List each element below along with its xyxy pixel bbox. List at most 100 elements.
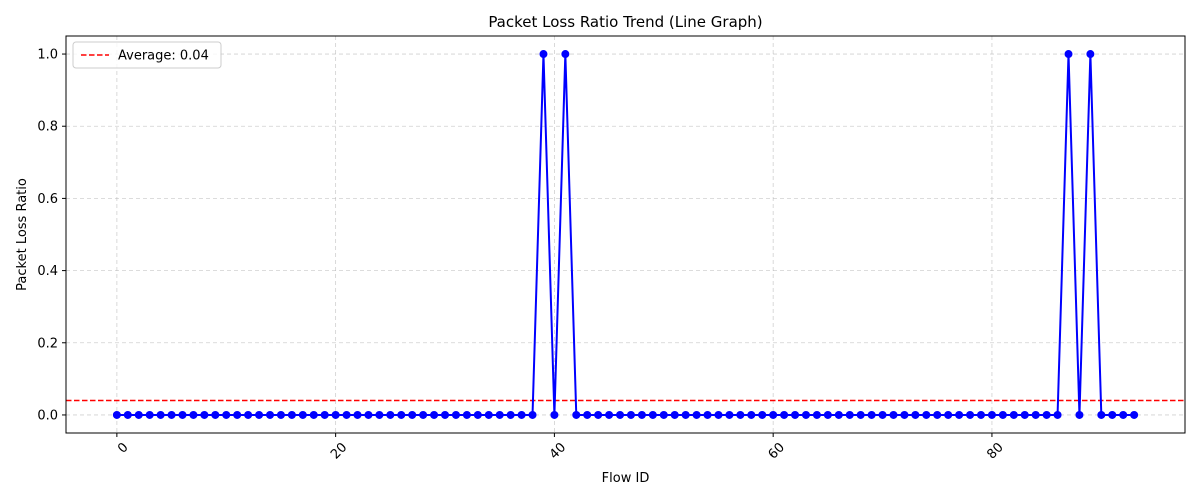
data-point <box>419 410 428 419</box>
data-point <box>583 410 592 419</box>
data-point <box>955 410 964 419</box>
data-point <box>561 50 570 59</box>
data-point <box>572 410 581 419</box>
data-point <box>616 410 625 419</box>
data-point <box>626 410 635 419</box>
y-tick-label: 0.0 <box>37 408 58 423</box>
y-tick-label: 0.6 <box>37 192 58 207</box>
data-point <box>725 410 734 419</box>
data-point <box>648 410 657 419</box>
data-point <box>594 410 603 419</box>
data-point <box>998 410 1007 419</box>
data-point <box>309 410 318 419</box>
data-point <box>911 410 920 419</box>
data-point <box>484 410 493 419</box>
data-point <box>987 410 996 419</box>
data-point <box>736 410 745 419</box>
data-point <box>823 410 832 419</box>
data-point <box>342 410 351 419</box>
data-point <box>244 410 253 419</box>
data-point <box>167 410 176 419</box>
y-axis-label: Packet Loss Ratio <box>15 178 30 291</box>
data-point <box>637 410 646 419</box>
x-axis-label: Flow ID <box>602 471 650 486</box>
data-point <box>769 410 778 419</box>
data-point <box>758 410 767 419</box>
data-point <box>801 410 810 419</box>
data-point <box>276 410 285 419</box>
data-point <box>550 410 559 419</box>
plot-area-frame <box>65 35 1186 434</box>
data-point <box>867 410 876 419</box>
data-point <box>441 410 450 419</box>
data-point <box>123 410 132 419</box>
data-point <box>287 410 296 419</box>
data-point <box>200 410 209 419</box>
data-point <box>976 410 985 419</box>
data-point <box>681 410 690 419</box>
data-point <box>780 410 789 419</box>
data-point <box>386 410 395 419</box>
data-point <box>747 410 756 419</box>
data-point <box>331 410 340 419</box>
data-point <box>495 410 504 419</box>
legend-box <box>72 41 222 69</box>
data-point <box>692 410 701 419</box>
data-point <box>255 410 264 419</box>
data-point <box>178 410 187 419</box>
data-point <box>462 410 471 419</box>
data-point <box>189 410 198 419</box>
data-point <box>856 410 865 419</box>
data-point <box>889 410 898 419</box>
data-point <box>233 410 242 419</box>
data-point <box>670 410 679 419</box>
data-point <box>1042 410 1051 419</box>
data-point <box>878 410 887 419</box>
data-point <box>1119 410 1128 419</box>
data-point <box>1009 410 1018 419</box>
data-point <box>714 410 723 419</box>
data-point <box>900 410 909 419</box>
data-point <box>1064 50 1073 59</box>
data-point <box>364 410 373 419</box>
data-point <box>659 410 668 419</box>
legend: Average: 0.04 <box>72 41 222 69</box>
chart-title: Packet Loss Ratio Trend (Line Graph) <box>488 13 762 31</box>
y-tick-label: 0.4 <box>37 264 58 279</box>
data-point <box>134 410 143 419</box>
data-point <box>1108 410 1117 419</box>
data-point <box>408 410 417 419</box>
data-point <box>266 410 275 419</box>
data-point <box>1086 50 1095 59</box>
data-point <box>397 410 406 419</box>
data-point <box>320 410 329 419</box>
data-point <box>1020 410 1029 419</box>
data-point <box>156 410 165 419</box>
data-point <box>933 410 942 419</box>
data-point <box>812 410 821 419</box>
y-axis-ticks: 0.0 0.2 0.4 0.6 0.8 1.0 <box>37 48 66 423</box>
data-point <box>605 410 614 419</box>
data-point <box>211 410 220 419</box>
data-point <box>506 410 515 419</box>
data-point <box>112 410 121 419</box>
data-point <box>944 410 953 419</box>
data-point <box>298 410 307 419</box>
data-point <box>375 410 384 419</box>
data-point <box>353 410 362 419</box>
data-point <box>922 410 931 419</box>
data-point <box>1097 410 1106 419</box>
data-point <box>517 410 526 419</box>
series-line <box>116 53 1135 416</box>
data-point <box>834 410 843 419</box>
data-point <box>1130 410 1139 419</box>
data-point <box>845 410 854 419</box>
data-point <box>539 50 548 59</box>
data-point <box>430 410 439 419</box>
y-tick-label: 0.8 <box>37 120 58 135</box>
series-group <box>112 50 1139 419</box>
data-point <box>528 410 537 419</box>
data-point <box>1053 410 1062 419</box>
data-point <box>791 410 800 419</box>
